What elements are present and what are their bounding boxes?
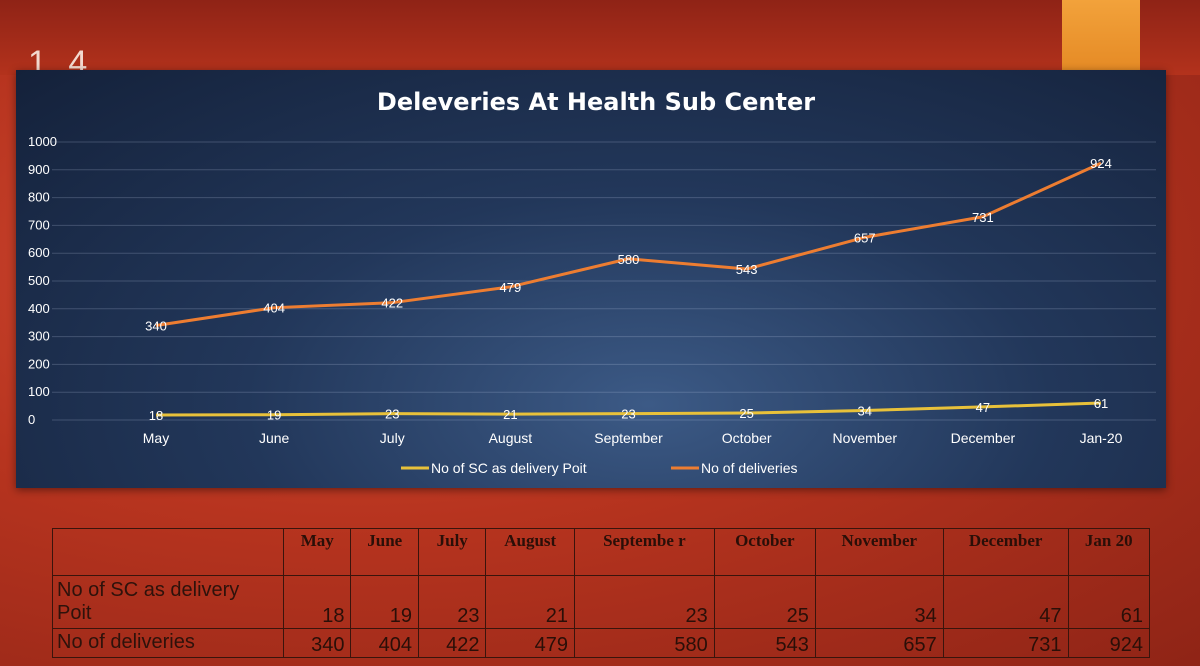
table-column-header: Septembe r [573, 528, 715, 576]
data-label: 61 [1094, 396, 1108, 411]
y-axis-ticks: 0 100 200 300 400 500 600 700 800 900 1000 [28, 134, 57, 427]
x-tick-label: August [489, 430, 533, 446]
data-label: 23 [385, 407, 399, 422]
data-label: 422 [381, 296, 403, 311]
series-line-1 [155, 161, 1102, 327]
data-label: 340 [145, 318, 167, 333]
data-table: May June July August Septembe r October Novemb… [52, 528, 1151, 659]
table-cell: 543 [713, 627, 816, 659]
table-cell: 731 [942, 627, 1069, 659]
data-label: 657 [854, 230, 876, 245]
table-cell: 924 [1067, 627, 1151, 659]
x-tick-label: Jan-20 [1080, 430, 1123, 446]
y-tick-label: 900 [28, 162, 50, 177]
y-tick-label: 0 [28, 412, 35, 427]
orange-accent-tab [1062, 0, 1140, 72]
series-line-0 [155, 401, 1102, 417]
y-tick-label: 500 [28, 273, 50, 288]
line-chart: Deleveries At Health Sub Center 0 100 200 3… [28, 88, 1156, 476]
table-corner-cell [52, 528, 284, 576]
x-tick-label: November [832, 430, 897, 446]
table-cell: 34 [814, 575, 944, 629]
table-column-header: December [942, 528, 1069, 576]
data-label: 731 [972, 210, 994, 225]
y-tick-label: 200 [28, 356, 50, 371]
table-row-label: No of deliveries [52, 627, 284, 659]
series-lines [155, 161, 1102, 417]
table-cell: 23 [573, 575, 715, 629]
gridlines [52, 141, 1156, 421]
table-cell: 19 [350, 575, 419, 629]
table-cell: 25 [713, 575, 816, 629]
table-header-row: May June July August Septembe r October Novemb… [52, 528, 1151, 576]
table-cell: 479 [485, 627, 575, 659]
data-label: 21 [503, 407, 517, 422]
x-tick-label: September [594, 430, 663, 446]
data-label: 404 [263, 301, 285, 316]
data-label: 34 [858, 404, 872, 419]
table-column-header: October [713, 528, 816, 576]
x-axis-ticks: May June July August September October Novembe… [143, 430, 1123, 446]
chart-title: Deleveries At Health Sub Center [377, 88, 815, 116]
table-row: No of SC as delivery Poit 18 19 23 21 23 25 34 4… [52, 575, 1151, 629]
slide-header-band [0, 0, 1200, 75]
data-label: 19 [267, 408, 281, 423]
chart-panel: Deleveries At Health Sub Center 0 100 200 3… [16, 70, 1166, 488]
legend-entry: No of deliveries [701, 460, 798, 476]
data-label: 924 [1090, 156, 1112, 171]
y-tick-label: 700 [28, 217, 50, 232]
y-tick-label: 300 [28, 329, 50, 344]
data-label: 479 [500, 280, 522, 295]
data-label: 543 [736, 262, 758, 277]
table-body: No of SC as delivery Poit 18 19 23 21 23 25 34 4… [52, 575, 1151, 659]
table-cell: 657 [814, 627, 944, 659]
table-column-header: November [814, 528, 944, 576]
table-cell: 422 [417, 627, 487, 659]
table-column-header: August [485, 528, 575, 576]
x-tick-label: December [951, 430, 1016, 446]
table-cell: 18 [282, 575, 352, 629]
y-tick-label: 600 [28, 245, 50, 260]
table-cell: 404 [350, 627, 419, 659]
table-cell: 23 [417, 575, 487, 629]
data-label: 25 [739, 406, 753, 421]
data-label: 580 [618, 252, 640, 267]
data-labels: 18 19 23 21 23 25 34 47 61 340 404 422 479 580 543 657 7… [145, 156, 1112, 423]
table-column-header: May [282, 528, 352, 576]
data-table-wrapper: May June July August Septembe r October Novemb… [52, 528, 1151, 659]
table-row: No of deliveries 340 404 422 479 580 543 657 731… [52, 627, 1151, 659]
table-column-header: June [350, 528, 419, 576]
table-column-header: July [417, 528, 487, 576]
legend-entry: No of SC as delivery Poit [431, 460, 587, 476]
data-label: 47 [976, 400, 990, 415]
table-cell: 47 [942, 575, 1069, 629]
table-cell: 21 [485, 575, 575, 629]
x-tick-label: July [380, 430, 405, 446]
y-tick-label: 100 [28, 384, 50, 399]
x-tick-label: May [143, 430, 169, 446]
chart-legend: No of SC as delivery Poit No of deliverie… [401, 460, 798, 476]
y-tick-label: 400 [28, 301, 50, 316]
data-label: 18 [149, 408, 163, 423]
table-cell: 580 [573, 627, 715, 659]
x-tick-label: October [722, 430, 772, 446]
table-cell: 61 [1067, 575, 1151, 629]
table-column-header: Jan 20 [1067, 528, 1151, 576]
x-tick-label: June [259, 430, 290, 446]
data-label: 23 [621, 407, 635, 422]
y-tick-label: 800 [28, 190, 50, 205]
table-row-label: No of SC as delivery Poit [52, 575, 284, 629]
table-cell: 340 [282, 627, 352, 659]
y-tick-label: 1000 [28, 134, 57, 149]
